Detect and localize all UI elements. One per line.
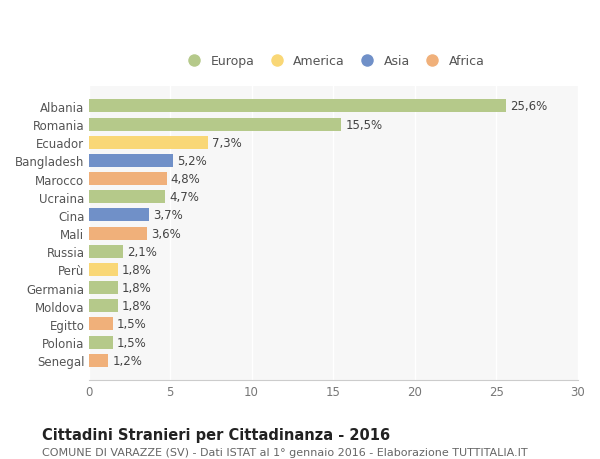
Legend: Europa, America, Asia, Africa: Europa, America, Asia, Africa (182, 55, 484, 68)
Bar (89, 354, 108, 367)
Text: 7,3%: 7,3% (212, 136, 241, 150)
Bar (89, 155, 173, 168)
Text: 1,8%: 1,8% (122, 300, 152, 313)
Bar (89, 173, 167, 186)
Text: 2,1%: 2,1% (127, 245, 157, 258)
Text: 25,6%: 25,6% (510, 100, 547, 113)
Text: 3,6%: 3,6% (151, 227, 181, 240)
Bar (89, 136, 208, 150)
Text: 5,2%: 5,2% (178, 155, 207, 168)
Bar (89, 191, 165, 204)
Bar (89, 227, 147, 240)
Text: Cittadini Stranieri per Cittadinanza - 2016: Cittadini Stranieri per Cittadinanza - 2… (42, 427, 390, 442)
Bar (89, 118, 341, 131)
Bar (89, 318, 113, 331)
Bar (89, 281, 118, 295)
Text: 1,8%: 1,8% (122, 281, 152, 294)
Bar (89, 263, 118, 276)
Bar (89, 336, 113, 349)
Text: COMUNE DI VARAZZE (SV) - Dati ISTAT al 1° gennaio 2016 - Elaborazione TUTTITALIA: COMUNE DI VARAZZE (SV) - Dati ISTAT al 1… (42, 448, 527, 458)
Bar (89, 209, 149, 222)
Text: 15,5%: 15,5% (346, 118, 382, 131)
Bar (89, 300, 118, 313)
Text: 1,2%: 1,2% (112, 354, 142, 367)
Text: 1,5%: 1,5% (117, 318, 147, 330)
Bar (89, 245, 123, 258)
Text: 1,8%: 1,8% (122, 263, 152, 276)
Text: 3,7%: 3,7% (153, 209, 182, 222)
Text: 1,5%: 1,5% (117, 336, 147, 349)
Text: 4,7%: 4,7% (169, 191, 199, 204)
Text: 4,8%: 4,8% (171, 173, 200, 185)
Bar (89, 100, 506, 113)
